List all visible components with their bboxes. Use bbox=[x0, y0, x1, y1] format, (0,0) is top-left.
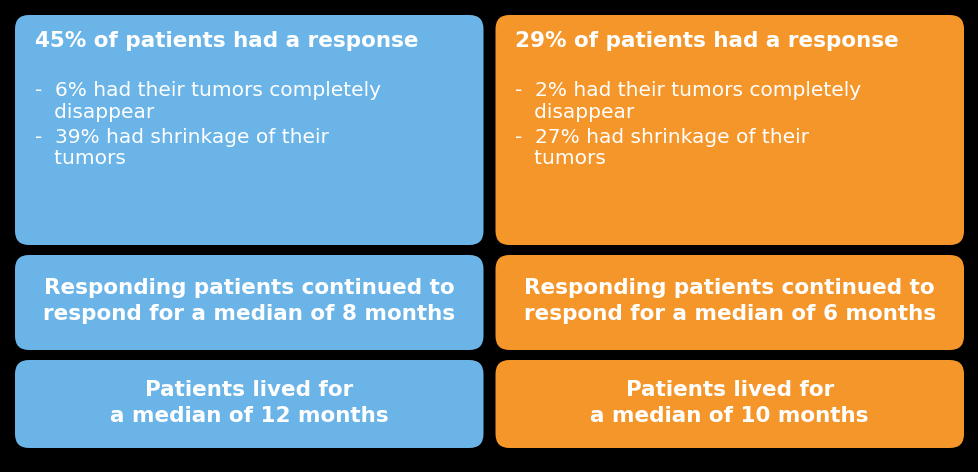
Text: Patients lived for: Patients lived for bbox=[145, 379, 353, 399]
Text: 45% of patients had a response: 45% of patients had a response bbox=[35, 31, 418, 51]
Text: Patients lived for: Patients lived for bbox=[625, 379, 833, 399]
FancyBboxPatch shape bbox=[15, 255, 483, 350]
Text: a median of 10 months: a median of 10 months bbox=[590, 406, 868, 426]
Text: Responding patients continued to: Responding patients continued to bbox=[524, 278, 934, 298]
FancyBboxPatch shape bbox=[15, 15, 483, 245]
Text: Responding patients continued to: Responding patients continued to bbox=[44, 278, 454, 298]
Text: disappear: disappear bbox=[35, 102, 155, 121]
FancyBboxPatch shape bbox=[495, 360, 963, 448]
Text: 29% of patients had a response: 29% of patients had a response bbox=[515, 31, 899, 51]
Text: disappear: disappear bbox=[515, 102, 634, 121]
Text: respond for a median of 8 months: respond for a median of 8 months bbox=[43, 304, 455, 325]
FancyBboxPatch shape bbox=[15, 360, 483, 448]
Text: -  27% had shrinkage of their: - 27% had shrinkage of their bbox=[515, 127, 809, 146]
FancyBboxPatch shape bbox=[495, 255, 963, 350]
Text: -  6% had their tumors completely: - 6% had their tumors completely bbox=[35, 82, 380, 101]
Text: -  2% had their tumors completely: - 2% had their tumors completely bbox=[515, 82, 861, 101]
Text: -  39% had shrinkage of their: - 39% had shrinkage of their bbox=[35, 127, 329, 146]
Text: a median of 12 months: a median of 12 months bbox=[110, 406, 388, 426]
Text: tumors: tumors bbox=[35, 149, 126, 168]
Text: respond for a median of 6 months: respond for a median of 6 months bbox=[523, 304, 935, 325]
FancyBboxPatch shape bbox=[495, 15, 963, 245]
Text: tumors: tumors bbox=[515, 149, 605, 168]
